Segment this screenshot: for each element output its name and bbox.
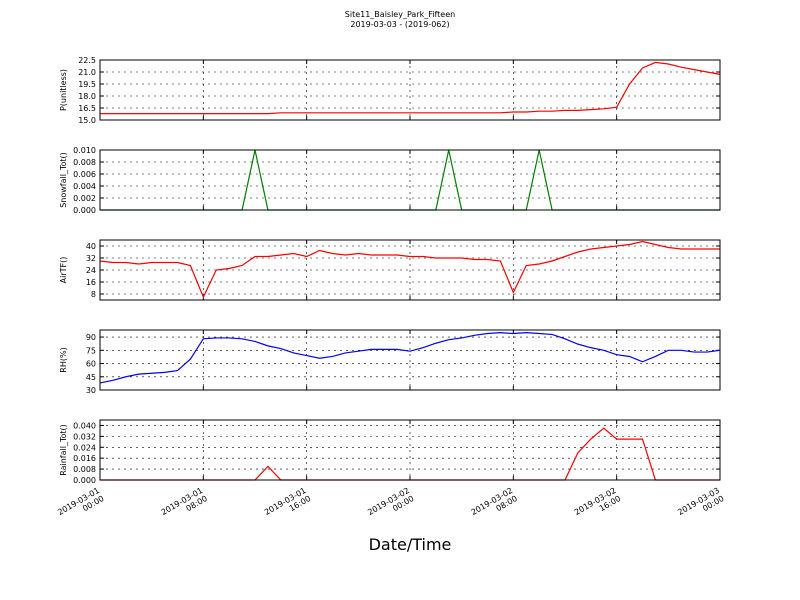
title: Site11_Baisley_Park_Fifteen [345,10,455,19]
subtitle: 2019-03-03 - (2019-062) [350,20,449,29]
y-tick-label: 45 [86,373,96,382]
y-tick-label: 22.5 [78,56,96,65]
y-axis-label: RH(%) [59,347,68,372]
y-tick-label: 15.0 [78,116,96,125]
y-tick-label: 60 [86,360,96,369]
y-tick-label: 19.5 [78,80,96,89]
y-tick-label: 0.004 [73,182,96,191]
data-line [100,61,721,115]
y-tick-label: 0.016 [73,454,96,463]
y-axis-label: P(unitless) [59,69,68,111]
axes-frame [99,149,721,211]
y-axis-label: AirTF() [59,257,68,284]
data-line [99,332,721,384]
axes-frame [99,239,721,301]
y-tick-label: 40 [86,242,96,251]
y-tick-label: 18.0 [78,92,96,101]
y-tick-label: 0.000 [73,206,96,215]
y-tick-label: 0.024 [73,443,96,452]
y-tick-label: 8 [91,290,96,299]
y-tick-label: 0.032 [73,432,96,441]
y-tick-label: 30 [86,386,96,395]
y-tick-label: 24 [86,266,96,275]
y-tick-label: 75 [86,346,96,355]
y-tick-label: 0.002 [73,194,96,203]
y-tick-label: 16 [86,278,96,287]
y-tick-label: 0.008 [73,465,96,474]
y-tick-label: 0.008 [73,158,96,167]
axes-frame [99,329,721,391]
y-tick-label: 0.006 [73,170,96,179]
y-tick-label: 21.0 [78,68,96,77]
y-tick-label: 0.010 [73,146,96,155]
y-axis-label: Rainfall_Tot() [59,424,68,476]
y-tick-label: 32 [86,254,96,263]
axes-frame [99,59,721,121]
axes-frame [99,419,721,481]
y-tick-label: 0.040 [73,421,96,430]
y-tick-label: 16.5 [78,104,96,113]
y-axis-label: Snowfall_Tot() [59,152,68,208]
y-tick-label: 0.000 [73,476,96,485]
x-axis-label: Date/Time [369,535,452,554]
data-line [99,240,720,299]
y-tick-label: 90 [86,333,96,342]
